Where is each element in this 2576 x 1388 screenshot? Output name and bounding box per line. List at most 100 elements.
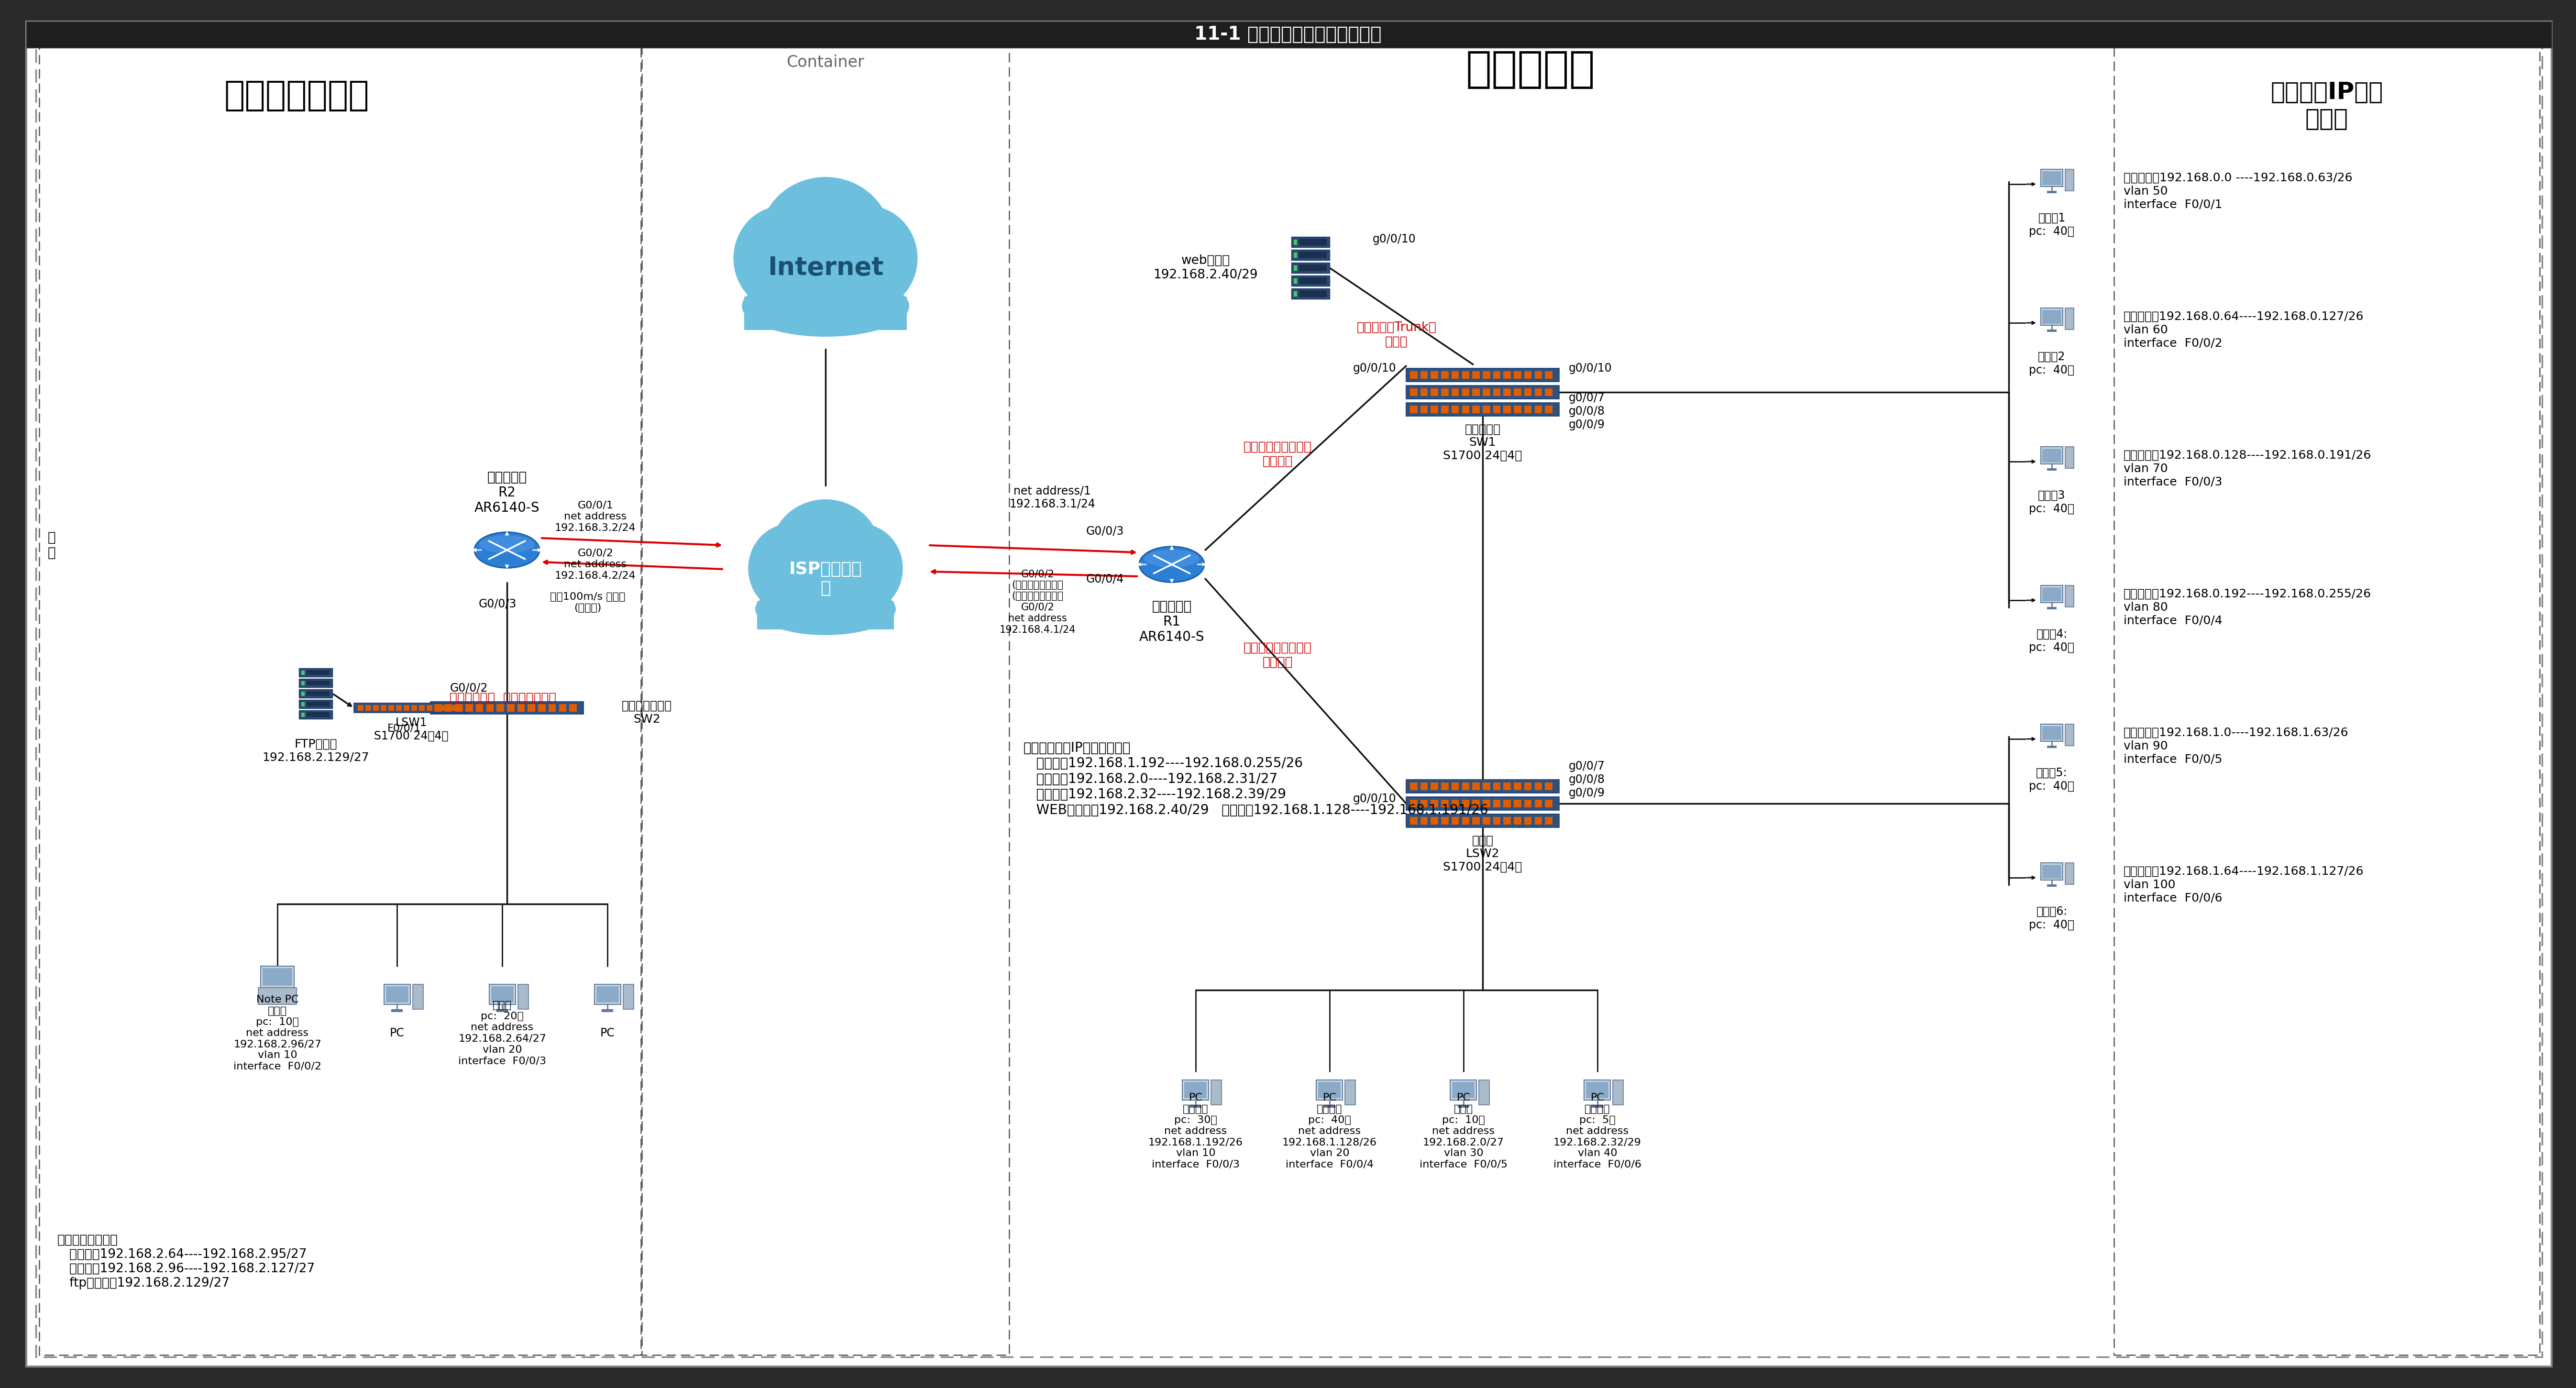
Bar [492, 987, 513, 1002]
Bar [1419, 405, 1427, 414]
Bar [1298, 251, 1327, 258]
Bar [1430, 405, 1437, 414]
Bar [549, 704, 556, 712]
Bar [1430, 389, 1437, 396]
Bar [1298, 290, 1327, 297]
Bar [1345, 1080, 1355, 1105]
Bar [412, 705, 417, 711]
Ellipse shape [760, 176, 891, 301]
Bar [2048, 745, 2056, 748]
Bar [1450, 389, 1458, 396]
Bar [381, 705, 386, 711]
Bar [2043, 171, 2061, 185]
Bar [603, 1009, 613, 1012]
Bar [1185, 1081, 1208, 1098]
Text: 核心路由器
R2
AR6140-S: 核心路由器 R2 AR6140-S [474, 471, 538, 515]
Bar [1319, 1081, 1342, 1098]
Bar [26, 22, 2553, 47]
Text: 项目组5:
pc:  40台: 项目组5: pc: 40台 [2030, 768, 2074, 793]
Bar [384, 984, 410, 1005]
Bar [1463, 371, 1468, 379]
Bar [1293, 265, 1298, 271]
Text: Note PC
销售部
pc:  10台
net address
192.168.2.96/27
vlan 10
interface  F0/0/2: Note PC 销售部 pc: 10台 net address 192.168.… [234, 995, 322, 1072]
Bar [507, 704, 515, 712]
Text: g0/0/10: g0/0/10 [1352, 362, 1396, 373]
Bar [1458, 1105, 1468, 1108]
Bar [1473, 389, 1479, 396]
Ellipse shape [757, 235, 850, 326]
Bar [1291, 275, 1329, 286]
Bar [528, 704, 536, 712]
Bar [1484, 405, 1489, 414]
Bar [569, 704, 577, 712]
Bar [428, 705, 433, 711]
Bar [518, 704, 526, 712]
Ellipse shape [768, 254, 884, 335]
Bar [1515, 783, 1522, 790]
Bar [1406, 403, 1558, 416]
Bar [1293, 253, 1298, 258]
Bar [1324, 1105, 1334, 1108]
Bar [466, 704, 474, 712]
Bar [1450, 816, 1458, 824]
Text: 项目组3
pc:  40台: 项目组3 pc: 40台 [2030, 490, 2074, 515]
Bar [307, 691, 330, 697]
Bar [299, 679, 332, 687]
Text: 项目组2
pc:  40台: 项目组2 pc: 40台 [2030, 351, 2074, 376]
Text: 二层核心交换机
SW2: 二层核心交换机 SW2 [621, 701, 672, 725]
Bar [1494, 783, 1502, 790]
Text: （此线路采用  单臂路由技术）: （此线路采用 单臂路由技术） [451, 693, 556, 705]
Ellipse shape [819, 523, 902, 613]
Text: PC
行政部
pc:  10台
net address
192.168.2.0/27
vlan 30
interface  F0/0/5: PC 行政部 pc: 10台 net address 192.168.2.0/2… [1419, 1094, 1507, 1169]
Bar [1291, 289, 1329, 298]
Text: PC: PC [389, 1027, 404, 1038]
Bar [1613, 1080, 1623, 1105]
Bar [435, 704, 440, 712]
Text: g0/0/7
g0/0/8
g0/0/9: g0/0/7 g0/0/8 g0/0/9 [1569, 761, 1605, 798]
Bar [2043, 726, 2061, 740]
Bar [1479, 1080, 1489, 1105]
Text: web服务器
192.168.2.40/29: web服务器 192.168.2.40/29 [1154, 254, 1257, 282]
Bar [1546, 816, 1553, 824]
Bar [1409, 783, 1417, 790]
Bar [1515, 816, 1522, 824]
Bar [263, 967, 291, 985]
Text: g0/0/7
g0/0/8
g0/0/9: g0/0/7 g0/0/8 g0/0/9 [1569, 393, 1605, 430]
Bar [1484, 816, 1489, 824]
Text: 总公司拓扑: 总公司拓扑 [1466, 49, 1595, 90]
Ellipse shape [474, 532, 538, 568]
Bar [1293, 239, 1298, 244]
Bar [1406, 386, 1558, 398]
Bar [1525, 799, 1533, 808]
Bar [757, 601, 894, 629]
Bar [1419, 389, 1427, 396]
Bar [404, 705, 410, 711]
Bar [1463, 389, 1468, 396]
Text: 项目组4:
pc:  40台: 项目组4: pc: 40台 [2030, 629, 2074, 654]
Bar [392, 1009, 402, 1012]
Bar [1592, 1105, 1602, 1108]
Bar [39, 32, 641, 1355]
Text: F0/0/1: F0/0/1 [386, 723, 420, 733]
Bar [2043, 865, 2061, 879]
Text: G0/0/4: G0/0/4 [1087, 573, 1123, 584]
Bar [1535, 816, 1543, 824]
Bar [1440, 389, 1448, 396]
Bar [1450, 405, 1458, 414]
Bar [1419, 799, 1427, 808]
Text: 项目组三：192.168.0.128----192.168.0.191/26
vlan 70
interface  F0/0/3: 项目组三：192.168.0.128----192.168.0.191/26 v… [2123, 450, 2372, 487]
Bar [1584, 1080, 1610, 1101]
Bar [1406, 797, 1558, 811]
Bar [430, 702, 585, 713]
Text: 项目组五：192.168.1.0----192.168.1.63/26
vlan 90
interface  F0/0/5: 项目组五：192.168.1.0----192.168.1.63/26 vlan… [2123, 727, 2349, 765]
Bar [1587, 1081, 1607, 1098]
Text: 总公司各部门IP地址及范围：
   销售部：192.168.1.192----192.168.0.255/26
   行政部：192.168.2.0----19: 总公司各部门IP地址及范围： 销售部：192.168.1.192----192.… [1023, 741, 1489, 816]
Bar [1504, 799, 1512, 808]
Bar [1463, 405, 1468, 414]
Bar [623, 984, 634, 1009]
Bar [2048, 329, 2056, 332]
Bar [446, 704, 453, 712]
Bar [420, 705, 425, 711]
Bar [1182, 1080, 1208, 1101]
Ellipse shape [734, 205, 835, 311]
